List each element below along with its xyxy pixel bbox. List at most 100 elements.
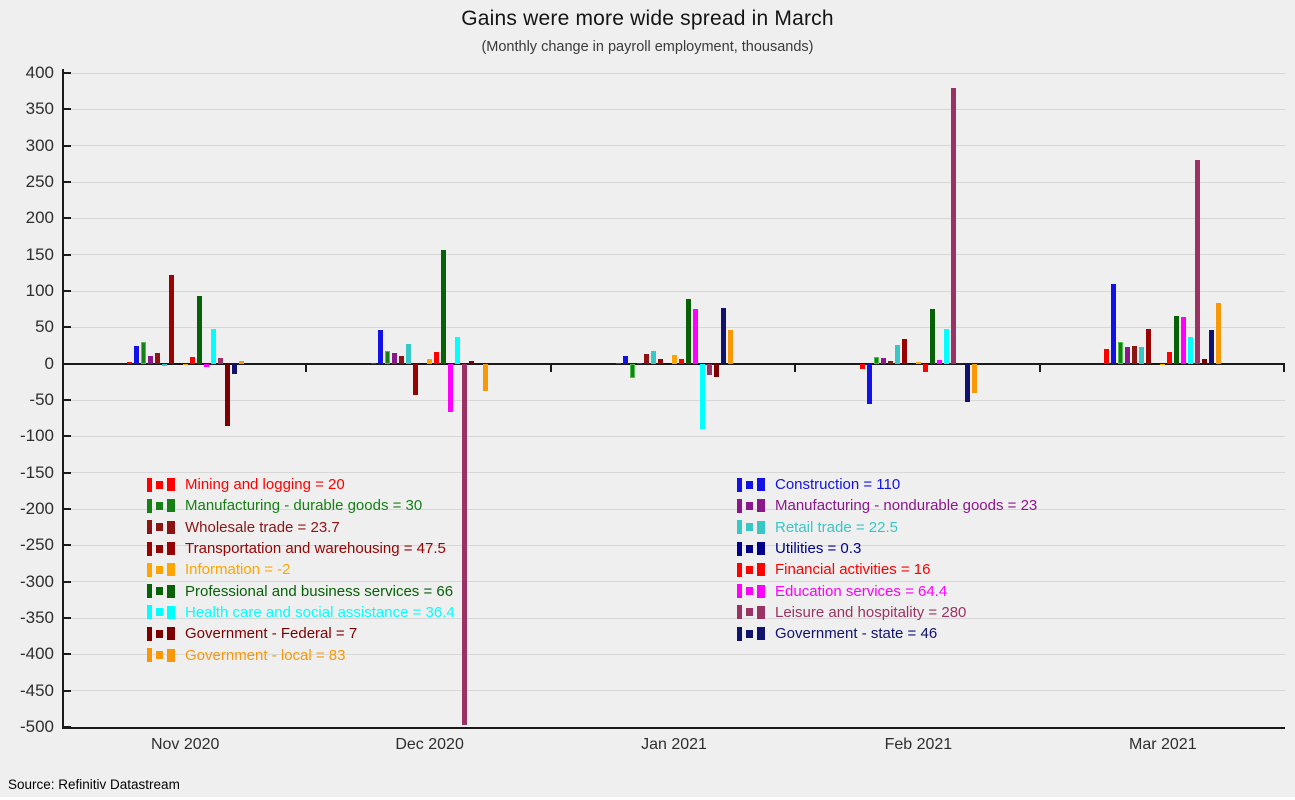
chart-bar xyxy=(476,362,482,364)
legend-swatch-block xyxy=(167,605,175,619)
legend-item: Construction = 110 xyxy=(737,474,1037,495)
chart-title: Gains were more wide spread in March xyxy=(461,7,834,30)
chart-bar xyxy=(182,363,188,365)
chart-bar xyxy=(866,363,872,405)
y-gridline xyxy=(63,290,1285,292)
legend-label: Government - Federal = 7 xyxy=(185,625,358,643)
chart-bar xyxy=(420,362,426,364)
y-gridline xyxy=(63,508,1285,510)
legend-swatch-block xyxy=(156,587,163,596)
chart-bar xyxy=(929,309,935,364)
legend-swatch-block xyxy=(746,629,753,638)
plot-bottom-border xyxy=(63,727,1285,729)
chart-bar xyxy=(894,344,900,364)
chart-bar xyxy=(685,298,691,364)
window-bottom-edge xyxy=(0,797,1295,800)
chart-bar xyxy=(922,363,928,373)
legend-swatch-icon xyxy=(147,520,178,535)
legend-item: Government - Federal = 7 xyxy=(147,623,455,644)
chart-bar xyxy=(615,362,621,364)
legend-item: Manufacturing - durable goods = 30 xyxy=(147,495,455,516)
legend-item: Professional and business services = 66 xyxy=(147,580,455,601)
legend-swatch-block xyxy=(746,480,753,489)
chart-bar xyxy=(859,363,865,370)
chart-bar xyxy=(727,329,733,364)
chart-bar xyxy=(413,363,419,395)
chart-bar xyxy=(1195,160,1201,364)
legend-swatch-block xyxy=(156,651,163,660)
chart-bar xyxy=(720,308,726,364)
chart-bar xyxy=(699,363,705,430)
x-axis-label: Jan 2021 xyxy=(641,736,707,753)
legend-swatch-icon xyxy=(737,562,768,577)
y-axis-tick xyxy=(63,689,71,692)
chart-bar xyxy=(650,350,656,364)
legend-swatch-block xyxy=(156,544,163,553)
chart-bar xyxy=(692,309,698,364)
legend-swatch-block xyxy=(746,501,753,510)
chart-bar xyxy=(455,336,461,364)
legend-swatch-icon xyxy=(737,477,768,492)
legend-column-left: Mining and logging = 20 Manufacturing - d… xyxy=(147,474,455,666)
chart-bar xyxy=(706,363,712,376)
chart-bar xyxy=(908,362,914,364)
chart-bar xyxy=(154,353,160,364)
chart-bar xyxy=(224,363,230,427)
chart-bar xyxy=(1216,303,1222,364)
legend-label: Information = -2 xyxy=(185,561,291,579)
legend-swatch-icon xyxy=(147,498,178,513)
y-gridline xyxy=(63,690,1285,692)
y-gridline xyxy=(63,653,1285,655)
month-boundary-tick xyxy=(1038,364,1041,372)
y-gridline xyxy=(63,472,1285,474)
chart-bar xyxy=(678,359,684,364)
legend-swatch-block xyxy=(147,541,152,556)
y-gridline xyxy=(63,254,1285,256)
chart-bar xyxy=(231,363,237,374)
chart-bar xyxy=(971,363,977,393)
legend-swatch-block xyxy=(757,499,765,513)
legend-swatch-block xyxy=(737,520,742,535)
chart-bar xyxy=(1125,346,1131,364)
y-gridline xyxy=(63,544,1285,546)
chart-bar xyxy=(1153,362,1159,364)
chart-bar xyxy=(1104,349,1110,364)
legend-item: Leisure and hospitality = 280 xyxy=(737,602,1037,623)
chart-bar xyxy=(210,328,216,364)
chart-bar xyxy=(448,363,454,413)
legend-swatch-icon xyxy=(147,584,178,599)
legend-label: Wholesale trade = 23.7 xyxy=(185,518,340,536)
chart-bar xyxy=(1188,337,1194,364)
legend-swatch-icon xyxy=(737,541,768,556)
legend-label: Education services = 64.4 xyxy=(775,582,948,600)
legend-swatch-block xyxy=(156,501,163,510)
chart-bar xyxy=(629,363,635,379)
chart-bar xyxy=(657,359,663,364)
y-axis-label: -500 xyxy=(19,717,54,736)
legend-swatch-block xyxy=(147,626,152,641)
chart-bar xyxy=(371,362,377,364)
legend-swatch-block xyxy=(147,605,152,620)
chart-bar xyxy=(175,362,181,364)
legend-item: Information = -2 xyxy=(147,559,455,580)
y-gridline xyxy=(63,181,1285,183)
source-note: Source: Refinitiv Datastream xyxy=(8,777,180,792)
chart-bar xyxy=(1160,363,1166,366)
chart-bar xyxy=(406,344,412,364)
y-gridline xyxy=(63,145,1285,147)
month-boundary-tick xyxy=(1283,364,1285,372)
chart-bar xyxy=(664,362,670,364)
legend-swatch-block xyxy=(757,584,765,598)
legend-swatch-block xyxy=(147,520,152,535)
legend-swatch-icon xyxy=(737,605,768,620)
chart-bar xyxy=(469,361,475,364)
chart-bar xyxy=(964,363,970,403)
legend-swatch-icon xyxy=(147,477,178,492)
legend-label: Leisure and hospitality = 280 xyxy=(775,603,967,621)
chart-bar xyxy=(392,352,398,364)
chart-bar xyxy=(950,87,956,364)
x-axis-label: Dec 2020 xyxy=(395,736,464,753)
y-axis-label: -200 xyxy=(19,499,54,518)
y-gridline xyxy=(63,72,1285,74)
chart-bar xyxy=(1209,330,1215,364)
